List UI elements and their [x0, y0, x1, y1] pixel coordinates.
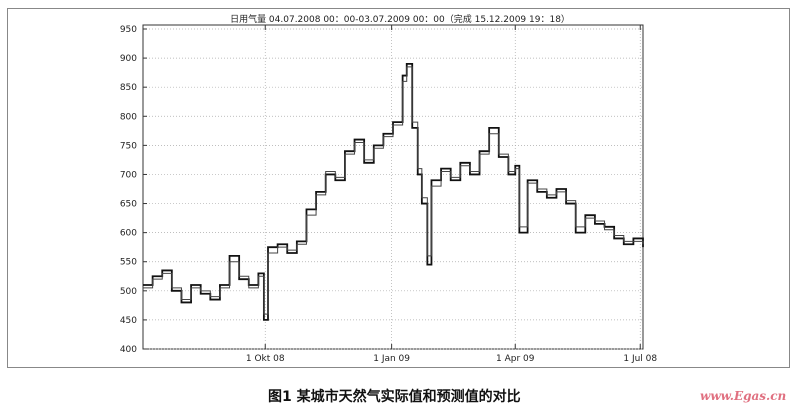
figure-caption: 图1 某城市天然气实际值和预测值的对比: [268, 389, 521, 405]
x-tick-label: 1 Okt 08: [246, 354, 285, 364]
y-tick-label: 500: [120, 287, 137, 297]
watermark: www.Egas.cn: [700, 389, 787, 403]
y-tick-label: 600: [120, 229, 137, 239]
figure-frame: [7, 8, 790, 368]
x-tick-label: 1 Apr 09: [496, 354, 535, 364]
y-tick-label: 750: [120, 141, 137, 151]
x-tick-label: 1 Jan 09: [373, 354, 410, 364]
y-tick-label: 900: [120, 54, 137, 64]
y-tick-label: 950: [120, 25, 137, 35]
y-tick-label: 550: [120, 258, 137, 268]
y-tick-label: 800: [120, 112, 137, 122]
series-line-predicted: [143, 66, 644, 315]
y-tick-label: 450: [120, 316, 137, 326]
y-tick-label: 400: [120, 345, 137, 355]
y-tick-label: 650: [120, 200, 137, 210]
y-tick-label: 700: [120, 170, 137, 180]
x-tick-label: 1 Jul 08: [623, 354, 657, 364]
series-line-actual: [143, 63, 644, 321]
y-tick-label: 850: [120, 83, 137, 93]
chart-title: 日用气量 04.07.2008 00：00-03.07.2009 00：00（完…: [230, 15, 570, 25]
